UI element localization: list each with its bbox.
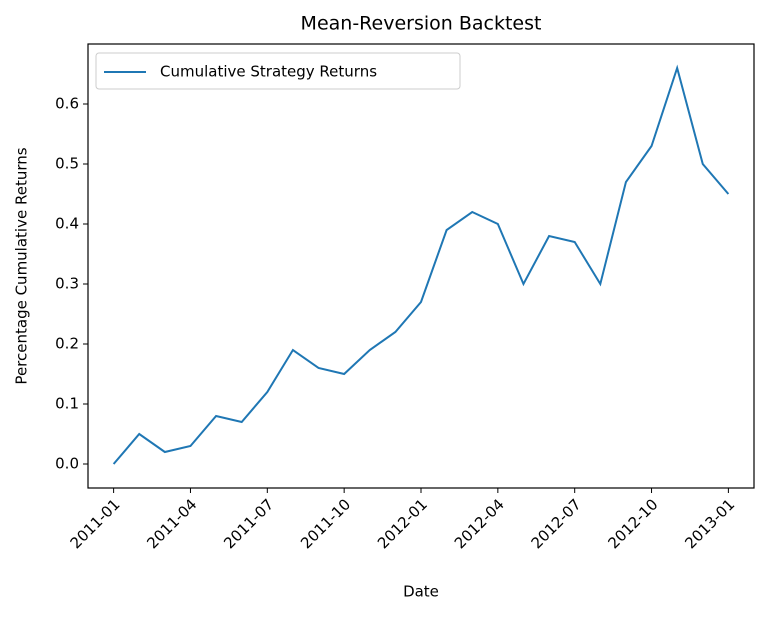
x-tick-label: 2012-04: [451, 495, 508, 552]
x-tick-label: 2011-04: [143, 495, 200, 552]
data-line: [112, 64, 730, 465]
legend-box: [95, 52, 461, 90]
x-tick-label: 2011-10: [297, 495, 354, 552]
y-tick-label: 0.4: [55, 215, 79, 233]
legend-label: Cumulative Strategy Returns: [160, 63, 377, 81]
y-tick-label: 0.2: [55, 335, 79, 353]
y-tick-label: 0.1: [55, 395, 79, 413]
chart-title: Mean-Reversion Backtest: [301, 13, 542, 35]
y-tick-label: 0.3: [55, 275, 79, 293]
x-tick-label: 2012-01: [374, 495, 431, 552]
x-tick-label: 2011-07: [220, 495, 277, 552]
legend: Cumulative Strategy Returns: [95, 52, 461, 90]
x-axis-label: Date: [403, 583, 439, 601]
y-axis-label: Percentage Cumulative Returns: [13, 147, 31, 384]
plot-frame: [87, 43, 755, 489]
x-tick-label: 2013-01: [681, 495, 738, 552]
x-tick-label: 2011-01: [67, 495, 124, 552]
y-tick-label: 0.5: [55, 155, 79, 173]
x-tick-label: 2012-07: [528, 495, 585, 552]
y-tick-label: 0.0: [55, 455, 79, 473]
x-tick-label: 2012-10: [604, 495, 661, 552]
y-tick-label: 0.6: [55, 95, 79, 113]
